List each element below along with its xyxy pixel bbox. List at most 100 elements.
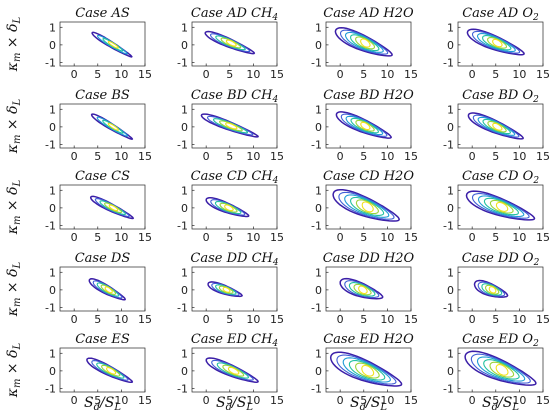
y-tick-label: 0 [315,284,322,297]
contour-set [467,112,525,140]
y-tick-label: 1 [447,184,454,197]
x-tick-label: 5 [360,313,367,326]
panel-title: Case ES [75,332,130,347]
x-axis-label: Sd/SL [350,395,387,413]
x-tick-label: 15 [536,394,550,407]
y-tick-label: 1 [181,266,188,279]
y-tick-label: 0 [447,365,454,378]
contour-level-2 [336,354,397,385]
contour-level-4 [107,40,119,49]
axes-frame [457,184,544,230]
x-tick-label: 10 [246,68,260,81]
contour-level-5 [224,204,234,212]
x-tick-label: 0 [469,394,476,407]
y-tick-label: 0 [447,121,454,134]
x-tick-label: 10 [512,313,526,326]
contour-level-2 [477,281,506,297]
y-tick-label: -1 [45,138,56,151]
x-tick-label: 5 [360,68,367,81]
y-tick-label: 1 [49,347,56,360]
contour-level-5 [225,122,238,130]
y-tick-label: 1 [181,184,188,197]
y-tick-label: 0 [181,39,188,52]
panel-title: Case CD H2O [323,169,414,184]
contour-set [204,30,256,55]
y-tick-label: -1 [45,219,56,232]
contour-level-2 [338,191,395,220]
y-tick-label: -1 [45,382,56,395]
contour-level-5 [106,367,117,375]
x-tick-label: 5 [226,394,233,407]
x-tick-label: 10 [114,150,128,163]
x-tick-label: 0 [337,313,344,326]
y-tick-label: -1 [311,382,322,395]
x-tick-label: 10 [114,231,128,244]
contour-level-2 [339,29,389,55]
contour-level-5 [355,36,376,50]
contour-level-3 [344,31,384,53]
contour-level-3 [344,194,390,218]
contour-level-3 [102,119,124,134]
contour-level-6 [360,121,371,131]
x-tick-label: 0 [469,313,476,326]
x-tick-label: 15 [536,68,550,81]
contour-set [464,350,537,386]
x-tick-label: 0 [337,68,344,81]
contour-set [89,195,135,220]
x-tick-label: 15 [536,313,550,326]
y-tick-label: 0 [447,39,454,52]
y-tick-label: -1 [443,138,454,151]
y-axis-label: κm × δL [5,98,23,154]
x-tick-label: 5 [226,68,233,81]
contour-level-5 [488,286,497,294]
contour-level-4 [482,35,512,51]
x-tick-label: 10 [246,313,260,326]
x-tick-label: 10 [380,150,394,163]
x-tick-label: 15 [404,394,418,407]
y-axis-label: κm × δL [5,16,23,72]
contour-level-3 [476,356,526,382]
x-tick-label: 10 [512,394,526,407]
y-tick-label: -1 [177,56,188,69]
x-tick-label: 0 [469,231,476,244]
y-tick-label: -1 [45,301,56,314]
y-tick-label: 0 [49,39,56,52]
x-tick-label: 15 [138,313,152,326]
x-tick-label: 10 [380,68,394,81]
x-tick-label: 15 [270,313,284,326]
contour-set [466,28,525,56]
axes-frame [457,21,544,67]
contour-level-5 [355,362,380,379]
contour-level-5 [358,285,368,295]
axes-frame [325,21,412,67]
y-tick-label: 0 [181,365,188,378]
x-tick-label: 5 [492,231,499,244]
y-tick-label: -1 [311,301,322,314]
y-tick-label: 1 [315,184,322,197]
contour-level-2 [470,353,531,384]
x-tick-label: 15 [270,394,284,407]
contour-level-2 [344,280,380,298]
contour-level-1 [466,28,525,56]
panel-title: Case BD CH4 [191,88,279,105]
x-tick-label: 0 [71,231,78,244]
x-tick-label: 5 [492,68,499,81]
y-tick-label: 0 [49,121,56,134]
contour-level-4 [350,196,385,216]
y-tick-label: 0 [447,202,454,215]
contour-level-5 [227,366,240,375]
x-tick-label: 5 [94,68,101,81]
contour-level-1 [465,190,536,221]
contour-level-2 [471,30,521,54]
x-tick-label: 15 [138,68,152,81]
contour-level-5 [487,120,507,133]
axes-frame [325,184,412,230]
x-tick-label: 5 [226,231,233,244]
contour-set [88,278,127,301]
x-tick-label: 10 [380,313,394,326]
